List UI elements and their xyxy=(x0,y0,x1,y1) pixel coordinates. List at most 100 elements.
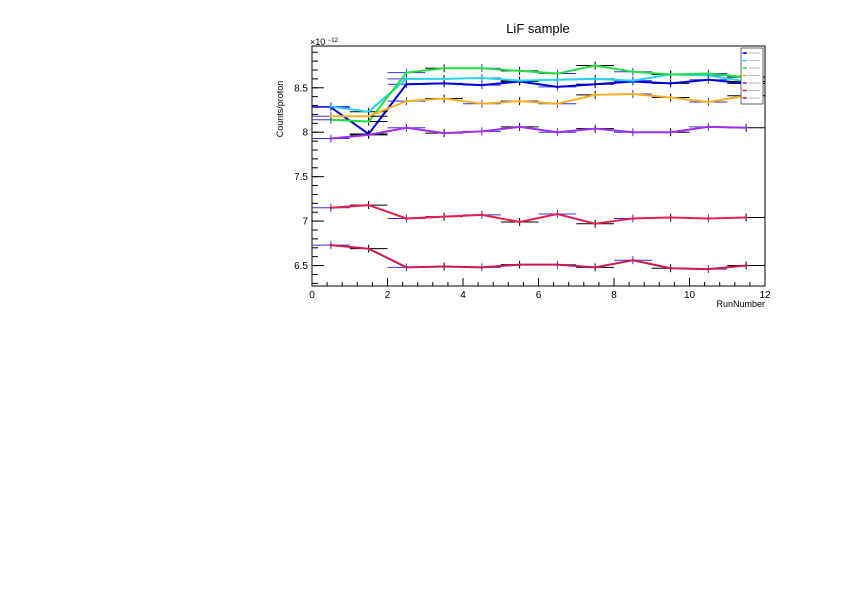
x-tick-label: 2 xyxy=(385,290,391,301)
data-point xyxy=(556,85,559,89)
data-point xyxy=(329,114,333,118)
data-point xyxy=(631,258,635,262)
axis-layer: 0 2 4 6 8 10 12 6.5 7 7.5 8 8.5 xyxy=(294,51,771,301)
data-point xyxy=(631,79,635,82)
data-point xyxy=(593,64,597,67)
x-tick-label: 10 xyxy=(684,290,696,301)
y-tick-label: 8.5 xyxy=(294,83,308,94)
data-point xyxy=(480,76,484,80)
legend-marker xyxy=(743,67,746,69)
y-axis-label: Counts/proton xyxy=(275,81,285,138)
data-point xyxy=(707,100,710,104)
data-point xyxy=(480,213,484,217)
series-line xyxy=(330,125,747,140)
series-line xyxy=(330,92,747,118)
series-1 xyxy=(312,70,765,116)
series-line xyxy=(330,244,747,271)
data-point xyxy=(480,130,484,133)
data-point xyxy=(593,266,597,269)
y-tick-label: 8 xyxy=(302,128,308,139)
data-point xyxy=(669,216,672,219)
data-point xyxy=(744,264,748,267)
data-point xyxy=(707,78,710,82)
data-point xyxy=(367,133,370,137)
data-point xyxy=(707,217,710,220)
data-point xyxy=(707,125,710,129)
data-point xyxy=(631,217,635,220)
data-point xyxy=(556,212,559,216)
data-point xyxy=(707,72,710,75)
data-point xyxy=(556,78,559,82)
y-tick-label: 6.5 xyxy=(294,261,308,272)
data-point xyxy=(744,126,748,130)
data-point xyxy=(405,71,408,74)
data-point xyxy=(518,125,521,129)
data-point xyxy=(480,102,484,106)
data-point xyxy=(367,120,370,123)
data-point xyxy=(367,110,370,114)
data-point xyxy=(593,222,597,226)
series-4 xyxy=(312,122,765,143)
data-point xyxy=(442,77,446,81)
data-point xyxy=(442,97,446,100)
data-point xyxy=(367,114,370,118)
chart-title: LiF sample xyxy=(506,21,570,36)
data-point xyxy=(556,72,559,75)
data-point xyxy=(480,66,484,70)
x-tick-label: 8 xyxy=(611,290,617,301)
data-point xyxy=(405,126,408,130)
legend-marker xyxy=(743,97,746,99)
data-point xyxy=(669,266,672,270)
data-point xyxy=(442,215,446,218)
data-point xyxy=(556,263,559,266)
data-point xyxy=(405,82,408,86)
legend-marker xyxy=(743,74,746,77)
data-point xyxy=(367,203,370,207)
data-point xyxy=(518,79,521,82)
data-point xyxy=(518,99,521,103)
data-point xyxy=(669,96,672,99)
data-point xyxy=(593,82,597,86)
y-exponent-base: ×10 xyxy=(310,37,325,47)
legend-marker xyxy=(743,52,746,54)
data-point xyxy=(405,217,408,220)
x-tick-label: 6 xyxy=(536,290,542,301)
x-tick-label: 12 xyxy=(759,290,771,301)
series-layer xyxy=(312,61,765,274)
data-point xyxy=(593,127,597,130)
legend-marker xyxy=(743,59,746,62)
data-point xyxy=(556,130,559,134)
data-point xyxy=(593,93,597,97)
data-point xyxy=(442,265,446,268)
data-point xyxy=(707,267,710,271)
x-tick-label: 4 xyxy=(460,290,466,301)
data-point xyxy=(405,99,408,103)
series-3 xyxy=(312,90,765,121)
data-point xyxy=(329,243,333,247)
data-point xyxy=(518,220,521,224)
series-line xyxy=(330,64,747,123)
data-point xyxy=(631,130,635,134)
data-point xyxy=(329,206,333,210)
y-exponent-power: −12 xyxy=(328,38,339,44)
data-point xyxy=(518,263,521,266)
data-point xyxy=(480,83,484,87)
data-point xyxy=(669,82,672,85)
data-point xyxy=(405,266,408,269)
data-point xyxy=(442,66,446,70)
data-point xyxy=(480,266,484,269)
series-line xyxy=(330,204,747,225)
series-6 xyxy=(312,241,765,274)
data-point xyxy=(329,105,333,108)
data-point xyxy=(367,247,370,250)
legend-marker xyxy=(743,82,746,84)
x-axis-label: RunNumber xyxy=(716,299,765,309)
data-point xyxy=(442,82,446,85)
series-line xyxy=(330,78,747,136)
data-point xyxy=(631,92,635,96)
data-point xyxy=(556,102,559,106)
series-5 xyxy=(312,201,765,228)
data-point xyxy=(744,216,748,219)
data-point xyxy=(329,137,333,140)
